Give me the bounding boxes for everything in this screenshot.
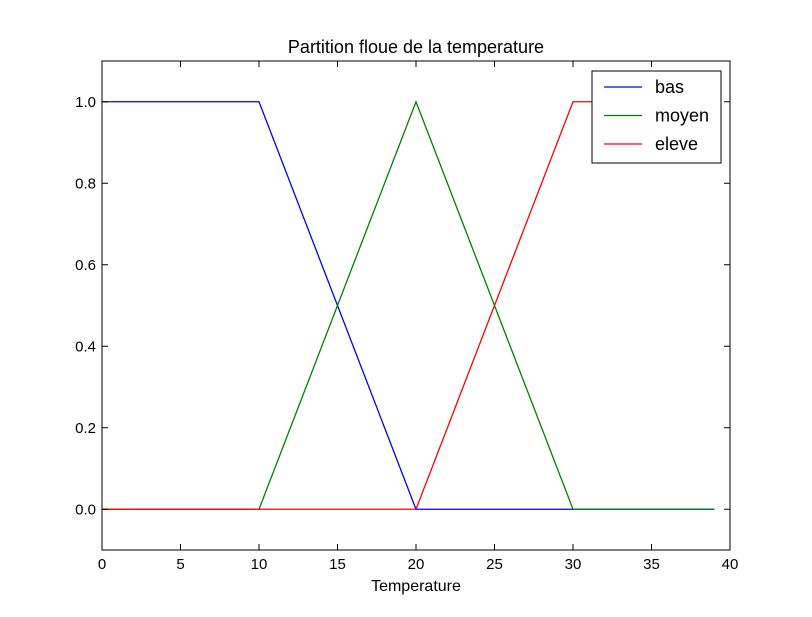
legend: bas moyen eleve [591,70,722,164]
y-tick-label: 0.8 [75,175,96,192]
x-tick-label: 0 [98,556,106,573]
x-tick-label: 15 [329,556,346,573]
x-tick-label: 25 [486,556,503,573]
y-tick-label: 0.6 [75,257,96,274]
legend-label-bas: bas [655,77,684,97]
x-tick-label: 40 [722,556,739,573]
legend-box [591,70,722,164]
x-tick-label: 5 [176,556,184,573]
plot-area-frame [101,60,731,551]
y-tick-label: 0.4 [75,338,96,355]
chart-title: Partition floue de la temperature [288,37,544,57]
y-tick-label: 0.2 [75,420,96,437]
x-tick-label: 30 [565,556,582,573]
x-tick-label: 10 [251,556,268,573]
y-tick-label: 1.0 [75,94,96,111]
legend-label-eleve: eleve [655,134,698,154]
y-tick-label: 0.0 [75,501,96,518]
x-axis-label: Temperature [371,578,461,595]
x-tick-label: 35 [643,556,660,573]
legend-label-moyen: moyen [655,106,709,126]
ticks-layer: 0 5 10 15 20 25 30 35 40 0.0 0.2 0.4 0.6 0.8 1.0 [75,61,738,573]
x-tick-label: 20 [408,556,425,573]
